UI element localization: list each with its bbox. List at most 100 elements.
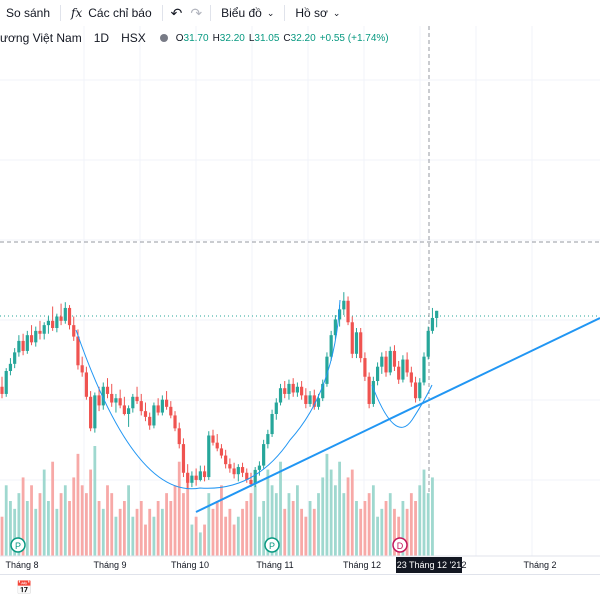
cup-curve xyxy=(75,299,341,490)
candle-body xyxy=(253,469,257,485)
candle-body xyxy=(236,467,240,475)
volume-bar xyxy=(426,493,430,556)
volume-bar xyxy=(144,524,147,556)
candle-body xyxy=(397,366,401,380)
candle-body xyxy=(173,415,177,429)
candle-body xyxy=(228,464,232,469)
marker-circle xyxy=(264,537,280,553)
candle-body xyxy=(245,472,249,480)
candle-body xyxy=(350,322,354,354)
uptrend-line xyxy=(195,317,600,513)
indicators-icon: fx xyxy=(71,6,83,20)
interval-label[interactable]: 1D xyxy=(93,31,110,45)
candle-body xyxy=(274,402,278,414)
marker-letter: P xyxy=(15,541,21,551)
candle-body xyxy=(131,396,135,409)
candle-body xyxy=(118,398,122,406)
candle-body xyxy=(375,366,380,382)
candle-body xyxy=(42,325,46,334)
undo-icon[interactable]: ↶ xyxy=(170,4,183,21)
candle-body xyxy=(321,383,325,399)
volume-bar xyxy=(431,477,434,556)
volume-bar xyxy=(333,485,337,556)
redo-icon[interactable]: ↷ xyxy=(190,4,203,21)
crosshair-time-label: 23 Tháng 12 '21 xyxy=(397,560,462,570)
crosshair-time-label-bg xyxy=(396,557,462,573)
volume-bar xyxy=(122,501,126,556)
volume-bar xyxy=(236,516,240,556)
compare-button[interactable]: So sánh xyxy=(0,0,56,26)
calendar-goto-icon[interactable]: 📅 xyxy=(16,580,33,595)
candle-body xyxy=(219,448,224,456)
volume-bar xyxy=(312,508,316,556)
volume-bar xyxy=(4,485,8,556)
candle-body xyxy=(21,340,25,351)
candle-body xyxy=(13,352,17,364)
volume-bar xyxy=(325,453,329,556)
volume-bar xyxy=(262,501,266,556)
candlestick-series xyxy=(0,292,439,489)
candle-body xyxy=(426,330,430,357)
candle-body xyxy=(392,350,397,367)
symbol-legend: ương Việt Nam 1D HSX O 31.70 H 32.20 L 31.0… xyxy=(0,29,389,47)
volume-bar xyxy=(350,469,354,556)
time-axis-label: 2 xyxy=(461,560,466,570)
time-axis-label: Tháng 11 xyxy=(256,560,293,570)
volume-bar xyxy=(80,485,84,556)
candle-body xyxy=(291,383,295,393)
time-axis-label: Tháng 8 xyxy=(5,560,38,570)
volume-bar xyxy=(165,493,168,556)
candle-body xyxy=(430,317,435,331)
chart-type-button[interactable]: Biểu đồ ⌄ xyxy=(215,0,280,26)
candle-body xyxy=(325,356,329,384)
candle-body xyxy=(34,330,38,343)
candle-body xyxy=(422,356,426,383)
volume-bar xyxy=(397,516,401,556)
candle-body xyxy=(4,371,8,394)
volume-bar xyxy=(380,508,384,556)
candle-body xyxy=(308,395,312,404)
open-key: O xyxy=(175,32,184,44)
symbol-name[interactable]: ương Việt Nam xyxy=(0,31,82,45)
candle-body xyxy=(46,320,51,326)
candle-body xyxy=(181,444,186,473)
candle-body xyxy=(207,435,211,478)
candle-body xyxy=(300,386,304,396)
volume-bar xyxy=(118,508,122,556)
candle-body xyxy=(304,395,308,404)
candle-body xyxy=(122,405,126,414)
marker-letter: D xyxy=(397,541,404,551)
volume-bar xyxy=(55,508,59,556)
volume-bar xyxy=(401,501,405,556)
volume-bar xyxy=(131,516,135,556)
time-axis-label: Tháng 9 xyxy=(93,560,126,570)
candle-body xyxy=(67,307,72,326)
volume-bar xyxy=(25,501,29,556)
marker-letter: P xyxy=(269,541,275,551)
volume-bar xyxy=(279,461,282,556)
volume-bar xyxy=(329,469,333,556)
volume-bar xyxy=(296,485,299,556)
volume-bar xyxy=(190,524,194,556)
candle-body xyxy=(232,468,236,475)
candle-body xyxy=(202,471,207,478)
volume-bar xyxy=(198,532,202,556)
volume-bar xyxy=(220,485,223,556)
indicators-button[interactable]: fx Các chỉ báo xyxy=(65,0,158,26)
candle-body xyxy=(367,376,371,404)
ohlc-values: O 31.70 H 32.20 L 31.05 C 32.20 +0.55 (+1.74… xyxy=(176,33,389,44)
candle-body xyxy=(25,335,29,351)
volume-bar xyxy=(342,493,346,556)
volume-bar xyxy=(173,485,177,556)
candle-body xyxy=(401,359,405,380)
candle-body xyxy=(224,455,228,465)
profile-button[interactable]: Hồ sơ ⌄ xyxy=(289,0,346,26)
chart-type-label: Biểu đồ xyxy=(221,6,262,20)
chevron-down-icon: ⌄ xyxy=(266,7,275,18)
candle-body xyxy=(371,381,375,404)
candle-body xyxy=(97,395,101,406)
dividend-marker: P xyxy=(10,537,26,553)
volume-bar xyxy=(59,493,63,556)
chart-grid xyxy=(0,26,600,556)
